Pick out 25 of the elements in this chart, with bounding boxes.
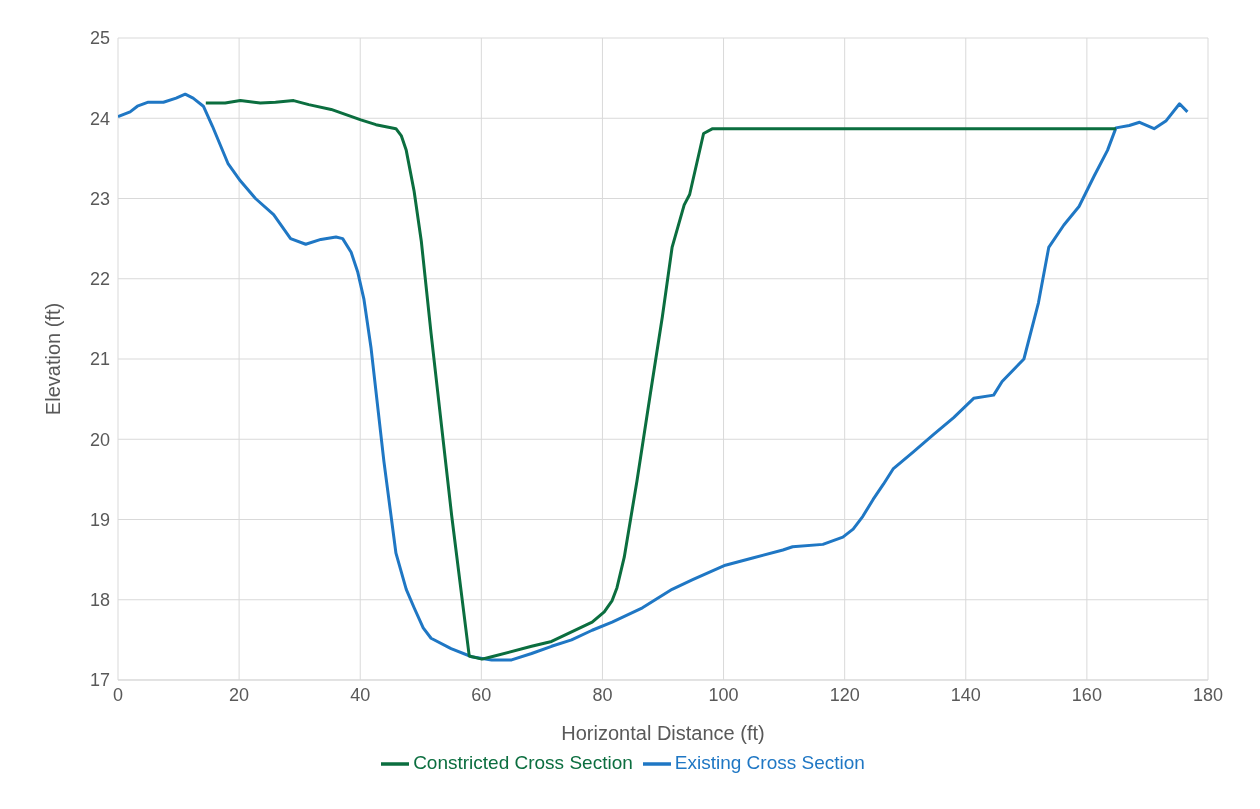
x-tick-label: 80 [592, 684, 613, 705]
x-tick-label: 160 [1071, 684, 1102, 705]
legend-label: Constricted Cross Section [413, 752, 633, 774]
x-tick-label: 60 [471, 684, 492, 705]
x-tick-label: 180 [1192, 684, 1224, 705]
x-tick-label: 40 [350, 684, 371, 705]
y-tick-label: 25 [89, 28, 110, 49]
y-tick-label: 17 [89, 670, 110, 691]
line-series [204, 99, 1118, 661]
y-tick-label: 20 [89, 429, 110, 450]
y-tick-label: 23 [89, 188, 110, 209]
legend-label: Existing Cross Section [674, 752, 865, 774]
x-tick-label: 120 [829, 684, 860, 705]
x-tick-label: 0 [112, 684, 124, 705]
x-tick-label: 100 [708, 684, 739, 705]
x-axis-title: Horizontal Distance (ft) [561, 722, 765, 744]
x-tick-label: 20 [229, 684, 250, 705]
y-tick-label: 18 [89, 590, 110, 611]
y-tick-label: 22 [89, 269, 110, 290]
line-series [118, 92, 1189, 662]
y-tick-label: 19 [89, 509, 110, 530]
y-tick-label: 24 [89, 108, 110, 129]
x-tick-label: 140 [950, 684, 981, 705]
y-axis-title: Elevation (ft) [42, 302, 65, 416]
y-tick-label: 21 [89, 349, 110, 370]
